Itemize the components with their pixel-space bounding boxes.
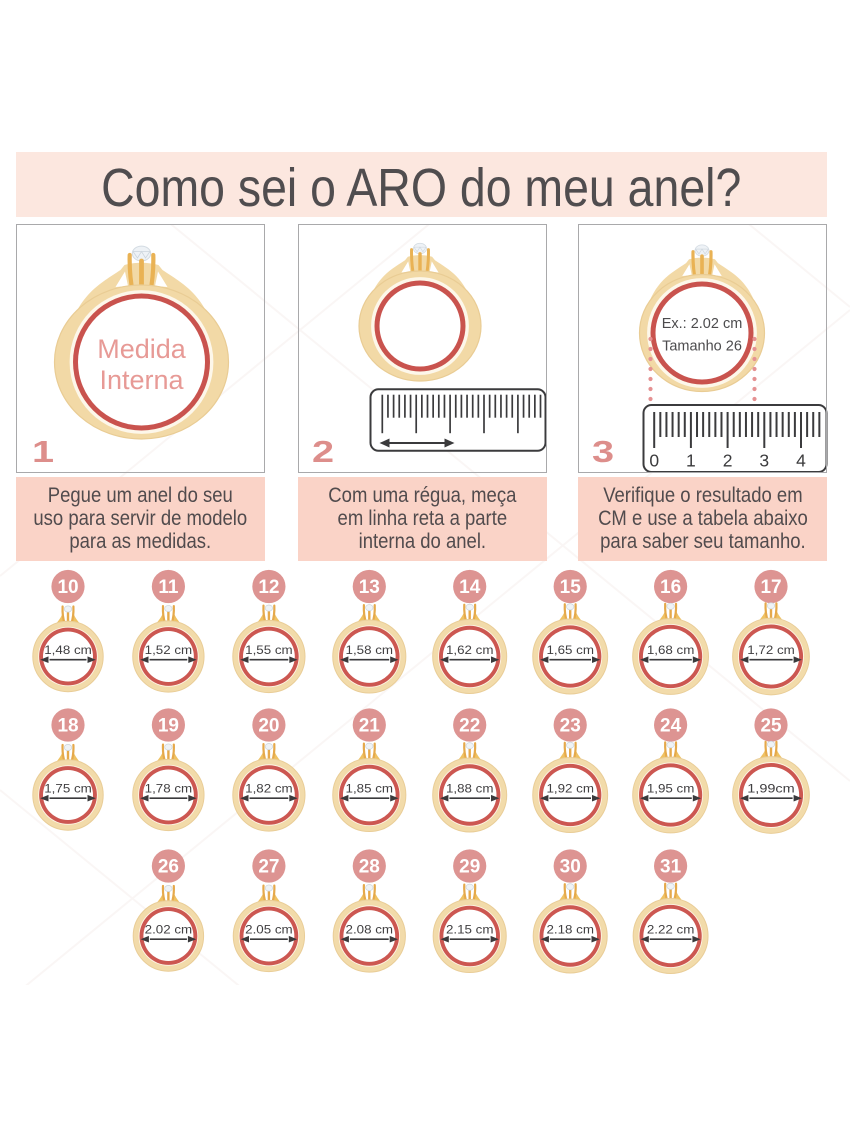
svg-text:19: 19 (158, 716, 179, 737)
svg-text:14: 14 (459, 577, 481, 598)
svg-text:1,52 cm: 1,52 cm (145, 643, 193, 657)
svg-text:1,72 cm: 1,72 cm (747, 643, 795, 657)
svg-text:1,99cm: 1,99cm (747, 781, 795, 795)
svg-text:26: 26 (158, 857, 179, 878)
svg-text:27: 27 (258, 857, 279, 878)
svg-text:20: 20 (258, 716, 279, 737)
svg-text:Medida: Medida (97, 334, 187, 364)
svg-text:1,95 cm: 1,95 cm (647, 781, 695, 795)
svg-text:13: 13 (359, 577, 380, 598)
svg-text:10: 10 (57, 577, 78, 598)
svg-text:25: 25 (760, 716, 782, 737)
svg-text:1,88 cm: 1,88 cm (446, 781, 494, 795)
svg-text:1,68 cm: 1,68 cm (647, 643, 695, 657)
svg-text:11: 11 (158, 577, 179, 598)
svg-text:2.08 cm: 2.08 cm (346, 922, 394, 936)
svg-text:16: 16 (660, 577, 681, 598)
svg-text:1: 1 (686, 451, 696, 471)
svg-text:1,55 cm: 1,55 cm (245, 643, 293, 657)
svg-text:2.18 cm: 2.18 cm (546, 922, 594, 936)
svg-text:1,58 cm: 1,58 cm (346, 643, 394, 657)
svg-text:23: 23 (560, 716, 581, 737)
svg-text:22: 22 (459, 716, 480, 737)
svg-text:1,48 cm: 1,48 cm (44, 643, 92, 657)
svg-text:30: 30 (560, 857, 581, 878)
svg-text:0: 0 (649, 451, 659, 471)
svg-text:1,85 cm: 1,85 cm (346, 781, 394, 795)
svg-text:18: 18 (57, 716, 78, 737)
svg-text:4: 4 (796, 451, 806, 471)
svg-text:3: 3 (759, 451, 769, 471)
svg-text:1,75 cm: 1,75 cm (44, 781, 92, 795)
svg-text:28: 28 (359, 857, 380, 878)
svg-text:1,65 cm: 1,65 cm (546, 643, 594, 657)
svg-text:15: 15 (560, 577, 582, 598)
svg-text:Tamanho 26: Tamanho 26 (662, 339, 742, 355)
svg-text:24: 24 (660, 716, 682, 737)
svg-text:2.02 cm: 2.02 cm (145, 922, 193, 936)
svg-text:1,62 cm: 1,62 cm (446, 643, 494, 657)
svg-text:29: 29 (459, 857, 480, 878)
svg-text:1,92 cm: 1,92 cm (546, 781, 594, 795)
svg-text:21: 21 (359, 716, 381, 737)
svg-text:12: 12 (258, 577, 279, 598)
svg-text:2: 2 (723, 451, 733, 471)
svg-text:2.05 cm: 2.05 cm (245, 922, 293, 936)
svg-text:2.22 cm: 2.22 cm (647, 922, 695, 936)
svg-text:1,78 cm: 1,78 cm (145, 781, 193, 795)
svg-text:Ex.: 2.02 cm: Ex.: 2.02 cm (662, 316, 743, 332)
svg-text:Interna: Interna (99, 365, 184, 395)
svg-text:1,82 cm: 1,82 cm (245, 781, 293, 795)
svg-text:2.15 cm: 2.15 cm (446, 922, 494, 936)
svg-text:31: 31 (660, 857, 682, 878)
svg-text:17: 17 (760, 577, 781, 598)
